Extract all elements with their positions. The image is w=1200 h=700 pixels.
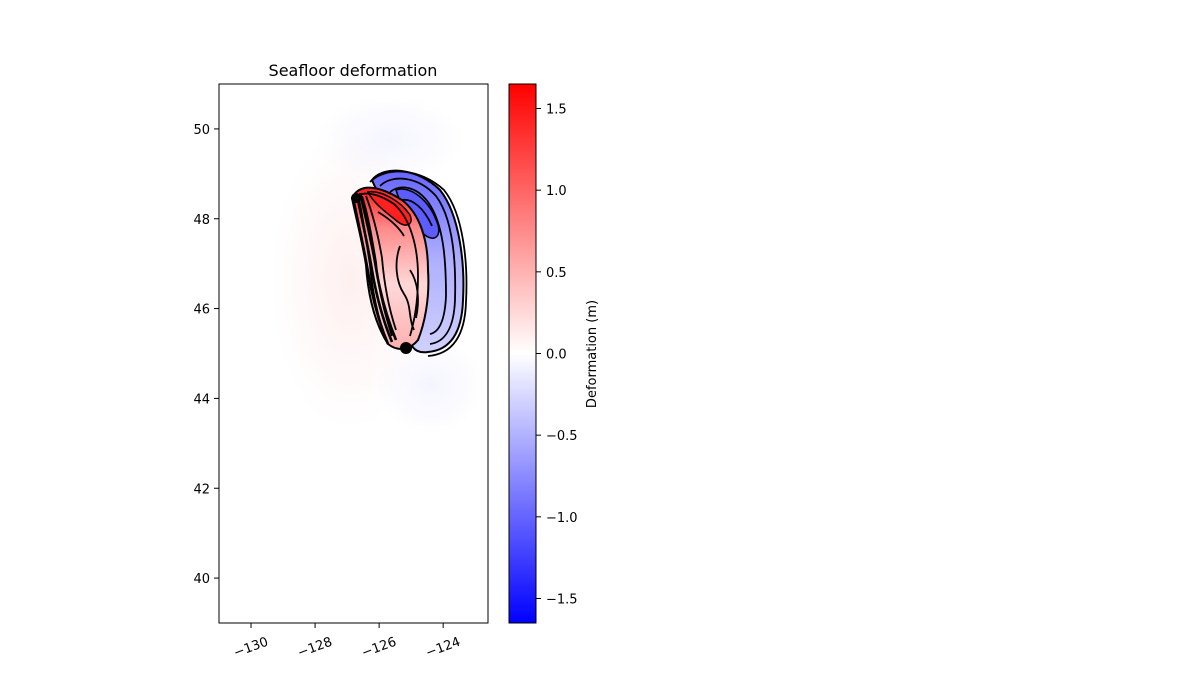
y-tick-label: 50 <box>193 123 210 138</box>
deformation-field <box>270 95 485 435</box>
colorbar-ticks: −1.5 −1.0 −0.5 0.0 0.5 1.0 1.5 <box>536 103 578 608</box>
far-field-subsidence-south <box>375 335 485 435</box>
y-tick-label: 40 <box>193 572 210 587</box>
contour-knot <box>400 342 412 354</box>
colorbar-label: Deformation (m) <box>585 300 600 408</box>
colorbar-tick-label: −1.0 <box>546 511 578 526</box>
far-field-subsidence-north <box>315 95 465 185</box>
chart-title: Seafloor deformation <box>269 61 438 80</box>
y-tick-label: 46 <box>193 303 210 318</box>
x-tick-label: −126 <box>360 635 399 661</box>
colorbar-tick-label: 1.0 <box>546 184 567 199</box>
colorbar-tick-label: 1.5 <box>546 103 567 118</box>
dense-contours-trench <box>351 192 398 345</box>
colorbar-tick-label: 0.0 <box>546 348 567 363</box>
y-tick-label: 48 <box>193 213 210 228</box>
y-axis: 40 42 44 46 48 50 <box>193 123 219 587</box>
colorbar-tick-label: −0.5 <box>546 429 578 444</box>
y-tick-label: 42 <box>193 482 210 497</box>
x-tick-label: −124 <box>424 635 463 661</box>
y-tick-label: 44 <box>193 392 210 407</box>
x-tick-label: −128 <box>296 635 335 661</box>
colorbar <box>508 83 537 624</box>
colorbar-tick-label: 0.5 <box>546 266 567 281</box>
x-tick-label: −130 <box>232 635 271 661</box>
colorbar-tick-label: −1.5 <box>546 593 578 608</box>
axes-frame <box>218 83 489 624</box>
x-axis: −130 −128 −126 −124 <box>232 623 463 661</box>
contour-knot <box>351 193 361 203</box>
